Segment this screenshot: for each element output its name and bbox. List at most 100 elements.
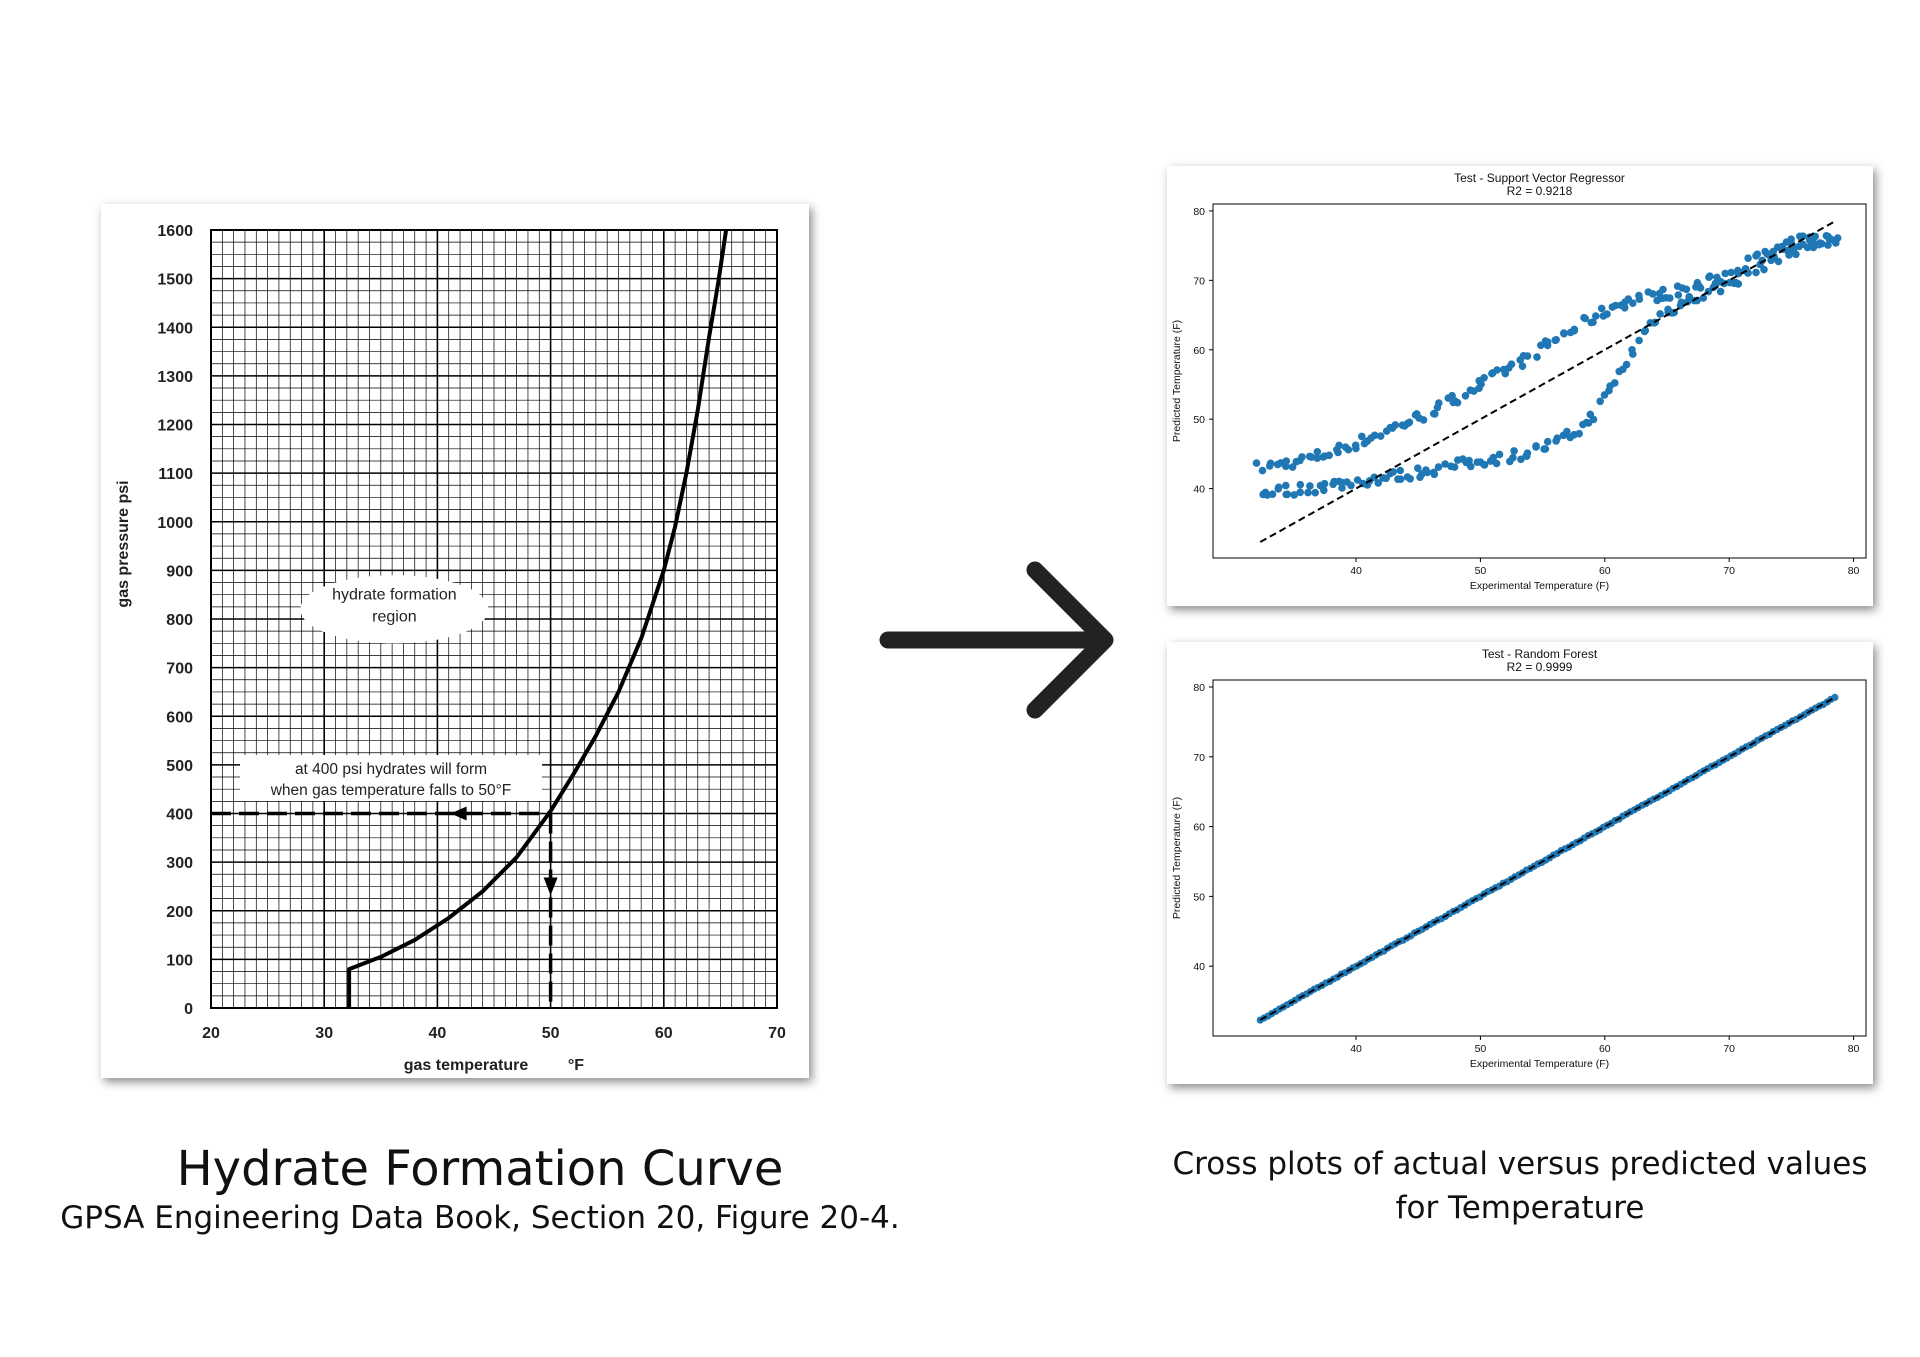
data-point-lower [1509,453,1517,462]
data-point [1831,693,1839,701]
hydrate-grid [210,229,778,1009]
data-point-lower [1374,479,1382,487]
data-point-lower [1522,452,1531,461]
data-point-lower [1495,450,1504,459]
data-point-lower [1553,434,1561,443]
data-point-upper [1282,457,1291,465]
x-tick-label: 50 [542,1025,560,1042]
data-point-lower [1785,251,1793,259]
data-point-lower [1640,327,1649,336]
y-axis-label: Predicted Temperature (F) [1171,320,1183,442]
data-point-lower [1532,442,1540,450]
guide-arrow-left-icon [450,806,467,821]
y-tick-label: 70 [1193,752,1205,764]
data-point-upper [1635,291,1643,300]
right-arrow-icon [879,561,1114,719]
hydrate-curve [347,229,729,1008]
x-tick-label: 80 [1848,565,1860,577]
data-point-upper [1334,448,1342,457]
data-point-upper [1480,374,1488,382]
data-point-upper [1666,294,1674,302]
annotation-line1: at 400 psi hydrates will form [295,761,487,778]
x-tick-label: 30 [315,1025,333,1042]
y-tick-label: 200 [166,904,193,921]
y-tick-label: 1300 [157,369,193,386]
data-point-upper [1518,362,1527,370]
x-axis-label: Experimental Temperature (F) [1470,1058,1609,1070]
data-point-upper [1501,369,1510,378]
data-point-upper [1313,454,1321,463]
data-point-upper [1288,463,1297,471]
data-point-upper [1307,453,1316,461]
data-point-upper [1603,310,1611,318]
data-point-lower [1296,488,1304,497]
data-point-upper [1570,326,1579,335]
data-point-upper [1391,421,1400,429]
x-tick-label: 40 [1350,1043,1362,1055]
data-point-upper [1560,329,1568,337]
x-tick-label: 60 [1599,565,1611,577]
data-point-upper [1376,432,1385,440]
y-tick-label: 1200 [157,418,193,435]
y-tick-label: 100 [166,952,193,969]
y-tick-label: 1000 [157,515,193,532]
x-tick-label: 20 [202,1025,220,1042]
data-point-lower [1414,464,1422,473]
data-point-upper [1799,232,1807,240]
hydrate-chart-panel: 0 100 200 300 400 500 600 700 800 900 1000 1100 1200… [101,204,809,1078]
data-point-upper [1325,451,1333,460]
data-point-lower [1441,460,1449,468]
chart-title: Test - Random Forest [1482,647,1598,661]
data-point-lower [1635,336,1643,345]
data-point-lower [1353,476,1362,484]
data-point-upper [1581,314,1589,323]
data-point-lower [1268,490,1277,499]
y-tick-label: 60 [1193,345,1205,357]
y-tick-label: 60 [1193,822,1205,834]
data-point-upper [1753,250,1762,258]
y-tick-label: 40 [1193,961,1205,973]
data-point-upper [1351,441,1360,450]
data-point-lower [1290,491,1298,499]
chart-subtitle: R2 = 0.9999 [1507,660,1573,674]
x-axis-label: Experimental Temperature (F) [1470,580,1609,592]
y-tick-label: 1100 [158,466,193,483]
data-point-lower [1492,459,1501,468]
data-point-lower [1465,456,1473,465]
data-point-lower [1629,350,1637,358]
data-point-lower [1396,466,1404,475]
hydrate-caption-title: Hydrate Formation Curve [176,1141,784,1197]
data-point-lower [1311,488,1319,497]
x-axis-unit: °F [568,1057,584,1074]
plot-frame [1212,203,1867,559]
data-point-lower [1510,447,1518,455]
data-point-lower [1774,257,1783,266]
data-point-upper [1435,399,1443,407]
y-tick-label: 70 [1193,275,1205,287]
plot-frame [1212,679,1867,1037]
data-point-lower [1575,429,1583,438]
data-point-lower [1274,485,1283,493]
x-tick-label: 80 [1848,1043,1860,1055]
data-point-lower [1304,488,1312,497]
data-point-lower [1370,473,1379,482]
data-point-upper [1507,360,1516,368]
chart-subtitle: R2 = 0.9218 [1507,184,1573,198]
y-tick-label: 600 [166,709,193,726]
data-point-upper [1313,448,1322,456]
y-tick-label: 50 [1193,414,1205,426]
data-point-upper [1611,301,1620,310]
y-tick-label: 800 [166,612,193,629]
data-point-upper [1629,299,1637,307]
data-point-lower [1816,239,1824,247]
region-label-line1: hydrate formation [332,587,457,604]
data-point-lower [1596,397,1604,406]
data-point-lower [1563,427,1571,436]
data-point-upper [1543,338,1552,346]
data-point-upper [1258,466,1267,475]
data-point-lower [1605,386,1613,395]
data-point-upper [1597,304,1606,313]
data-point-lower [1611,379,1619,387]
